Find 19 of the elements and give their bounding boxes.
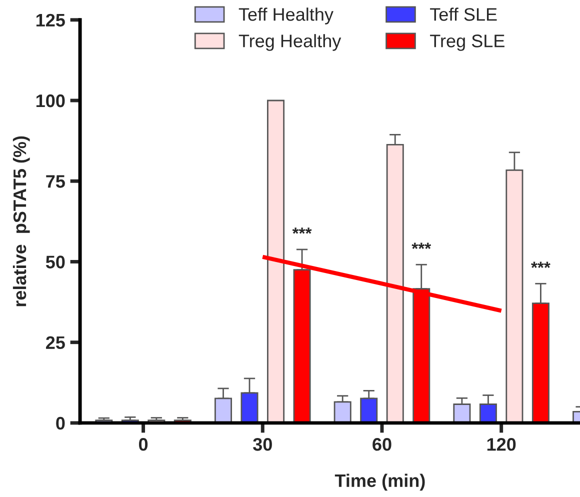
- annotation: ***: [292, 228, 312, 234]
- x-axis-title: Time (min): [334, 474, 425, 491]
- y-tick-label: 100: [36, 94, 65, 108]
- annotation: ***: [412, 242, 432, 249]
- y-axis-title: relative pSTAT5 (%): [12, 136, 30, 306]
- x-tick-label: 120: [487, 438, 516, 451]
- y-tick-label: 75: [46, 175, 65, 188]
- annotation: ***: [531, 262, 550, 268]
- legend-label: Treg SLE: [430, 34, 504, 51]
- legend-label: Treg Healthy: [238, 34, 342, 51]
- y-tick-label: 0: [56, 416, 65, 430]
- legend-label: Teff Healthy: [238, 8, 334, 24]
- y-tick-label: 50: [46, 256, 65, 268]
- y-tick-label: 125: [36, 14, 65, 27]
- legend-label: Teff SLE: [430, 8, 497, 21]
- y-tick-label: 25: [46, 336, 65, 350]
- x-tick-label: 0: [138, 438, 148, 451]
- x-tick-label: 30: [253, 438, 272, 451]
- x-tick-label: 60: [372, 438, 392, 451]
